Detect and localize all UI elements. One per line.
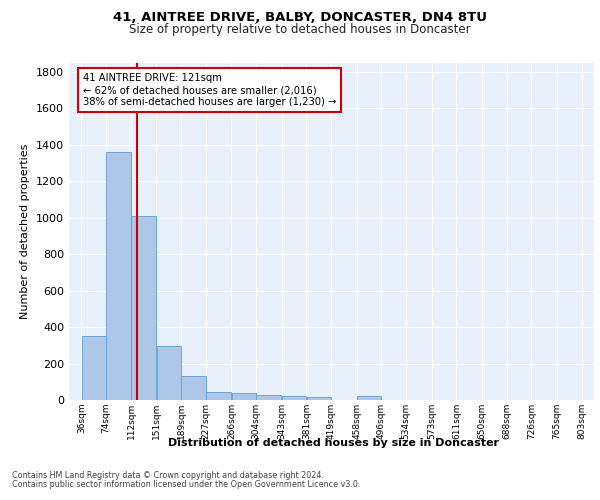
Text: Contains public sector information licensed under the Open Government Licence v3: Contains public sector information licen… <box>12 480 361 489</box>
Bar <box>131 216 155 400</box>
Text: Size of property relative to detached houses in Doncaster: Size of property relative to detached ho… <box>129 23 471 36</box>
Bar <box>106 152 131 400</box>
Text: 41 AINTREE DRIVE: 121sqm
← 62% of detached houses are smaller (2,016)
38% of sem: 41 AINTREE DRIVE: 121sqm ← 62% of detach… <box>83 74 336 106</box>
Text: Distribution of detached houses by size in Doncaster: Distribution of detached houses by size … <box>167 438 499 448</box>
Bar <box>282 396 306 400</box>
Bar <box>181 376 206 400</box>
Text: Contains HM Land Registry data © Crown copyright and database right 2024.: Contains HM Land Registry data © Crown c… <box>12 471 324 480</box>
Bar <box>157 346 181 400</box>
Y-axis label: Number of detached properties: Number of detached properties <box>20 144 31 319</box>
Bar <box>232 393 256 400</box>
Bar <box>206 392 230 400</box>
Bar <box>357 396 381 400</box>
Bar <box>256 394 281 400</box>
Text: 41, AINTREE DRIVE, BALBY, DONCASTER, DN4 8TU: 41, AINTREE DRIVE, BALBY, DONCASTER, DN4… <box>113 11 487 24</box>
Bar <box>82 336 106 400</box>
Bar <box>307 396 331 400</box>
